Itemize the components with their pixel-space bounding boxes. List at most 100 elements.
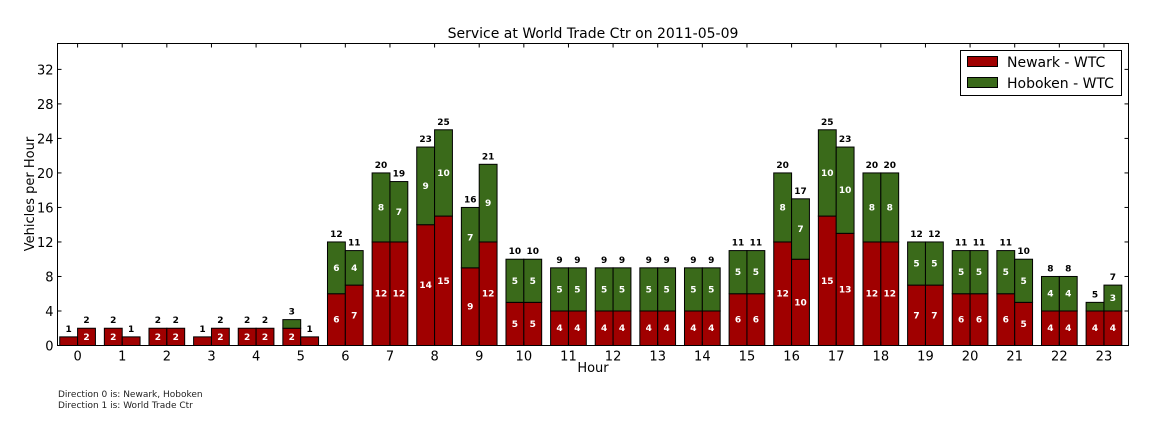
- total-value-label: 8: [1047, 264, 1053, 274]
- segment-value-label: 5: [690, 285, 696, 295]
- segment-value-label: 2: [217, 333, 223, 343]
- segment-value-label: 8: [378, 203, 384, 213]
- bar-segment-hoboken-hour-9-dir1: [478, 163, 498, 243]
- total-value-label: 23: [419, 135, 432, 145]
- bar-segment-hoboken-hour-20-dir1: [969, 250, 989, 295]
- segment-value-label: 7: [467, 234, 473, 244]
- segment-value-label: 4: [1047, 290, 1053, 300]
- x-tick-label: 0: [73, 350, 81, 365]
- bar-segment-newark-hour-1-dir1: [121, 336, 141, 347]
- segment-value-label: 8: [780, 203, 786, 213]
- total-value-label: 21: [482, 152, 495, 162]
- segment-value-label: 6: [333, 264, 339, 274]
- segment-value-label: 6: [753, 316, 759, 326]
- x-tick-label: 11: [560, 350, 577, 365]
- bar-segment-hoboken-hour-13-dir1: [657, 267, 677, 312]
- bar-segment-hoboken-hour-15-dir1: [746, 250, 766, 295]
- axes-frame: [57, 43, 1129, 346]
- x-tick-label: 2: [163, 350, 171, 365]
- segment-value-label: 4: [708, 324, 714, 334]
- legend-label-newark: Newark - WTC: [1007, 55, 1106, 71]
- y-tick-label: 20: [37, 167, 54, 182]
- bar-segment-hoboken-hour-11-dir1: [567, 267, 587, 312]
- bar-segment-hoboken-hour-19-dir1: [924, 241, 944, 286]
- segment-value-label: 4: [1092, 324, 1098, 334]
- bar-segment-newark-hour-5-dir1: [300, 336, 320, 347]
- bar-segment-newark-hour-3-dir0: [193, 336, 212, 347]
- total-value-label: 20: [866, 161, 879, 171]
- y-tick-label: 16: [37, 201, 54, 216]
- y-tick-label: 4: [45, 305, 53, 320]
- segment-value-label: 6: [735, 316, 741, 326]
- segment-value-label: 6: [958, 316, 964, 326]
- total-value-label: 10: [526, 247, 539, 257]
- total-value-label: 2: [83, 316, 89, 326]
- total-value-label: 12: [910, 230, 923, 240]
- segment-value-label: 5: [512, 277, 518, 287]
- x-tick-label: 12: [605, 350, 622, 365]
- segment-value-label: 12: [776, 290, 789, 300]
- footnote-direction-1: Direction 1 is: World Trade Ctr: [58, 401, 193, 411]
- y-tick-label: 24: [37, 132, 54, 147]
- segment-value-label: 2: [262, 333, 268, 343]
- footnote-direction-0: Direction 0 is: Newark, Hoboken: [58, 390, 203, 400]
- segment-value-label: 10: [839, 186, 852, 196]
- bars-layer: [59, 129, 1123, 347]
- x-tick-label: 21: [1006, 350, 1023, 365]
- segment-value-label: 2: [155, 333, 161, 343]
- total-value-label: 16: [464, 195, 477, 205]
- segment-value-label: 5: [753, 268, 759, 278]
- total-value-label: 3: [289, 308, 295, 318]
- segment-value-label: 4: [351, 264, 357, 274]
- total-value-label: 8: [1065, 264, 1071, 274]
- bar-segment-hoboken-hour-8-dir1: [434, 129, 453, 217]
- total-value-label: 9: [663, 256, 669, 266]
- total-value-label: 11: [732, 239, 745, 249]
- segment-value-label: 2: [83, 333, 89, 343]
- y-tick-label: 28: [37, 98, 54, 113]
- segment-value-label: 14: [419, 281, 432, 291]
- legend: Newark - WTC Hoboken - WTC: [960, 50, 1122, 96]
- total-value-label: 1: [66, 325, 72, 335]
- segment-value-label: 5: [708, 285, 714, 295]
- segment-value-label: 3: [1110, 294, 1116, 304]
- total-value-label: 5: [1092, 290, 1098, 300]
- bar-segment-hoboken-hour-22-dir1: [1058, 275, 1078, 312]
- segment-value-label: 5: [530, 320, 536, 330]
- total-value-label: 9: [708, 256, 714, 266]
- segment-value-label: 2: [110, 333, 116, 343]
- x-tick-label: 6: [341, 350, 349, 365]
- segment-value-label: 10: [794, 298, 807, 308]
- total-value-label: 1: [306, 325, 312, 335]
- x-tick-label: 9: [475, 350, 483, 365]
- total-value-label: 11: [750, 239, 763, 249]
- total-value-label: 12: [330, 230, 343, 240]
- x-tick-label: 10: [516, 350, 533, 365]
- segment-value-label: 9: [485, 199, 491, 209]
- x-tick-label: 13: [649, 350, 666, 365]
- segment-value-label: 10: [437, 169, 450, 179]
- total-value-label: 25: [821, 118, 834, 128]
- segment-value-label: 4: [1047, 324, 1053, 334]
- chart-title: Service at World Trade Ctr on 2011-05-09: [448, 26, 739, 42]
- segment-value-label: 7: [396, 208, 402, 218]
- segment-value-label: 12: [375, 290, 388, 300]
- segment-value-label: 2: [244, 333, 250, 343]
- segment-value-label: 8: [887, 203, 893, 213]
- total-value-label: 12: [928, 230, 941, 240]
- segment-value-label: 5: [574, 285, 580, 295]
- x-tick-label: 15: [739, 350, 756, 365]
- segment-value-label: 4: [1110, 324, 1116, 334]
- x-tick-label: 23: [1096, 350, 1113, 365]
- x-tick-label: 5: [297, 350, 305, 365]
- segment-value-label: 5: [646, 285, 652, 295]
- segment-value-label: 4: [690, 324, 696, 334]
- bar-segment-hoboken-hour-6-dir1: [344, 250, 364, 286]
- total-value-label: 9: [619, 256, 625, 266]
- bar-segment-newark-hour-0-dir0: [59, 336, 79, 347]
- segment-value-label: 7: [351, 311, 357, 321]
- total-value-label: 20: [375, 161, 388, 171]
- total-value-label: 7: [1110, 273, 1116, 283]
- segment-value-label: 5: [735, 268, 741, 278]
- total-value-label: 20: [776, 161, 789, 171]
